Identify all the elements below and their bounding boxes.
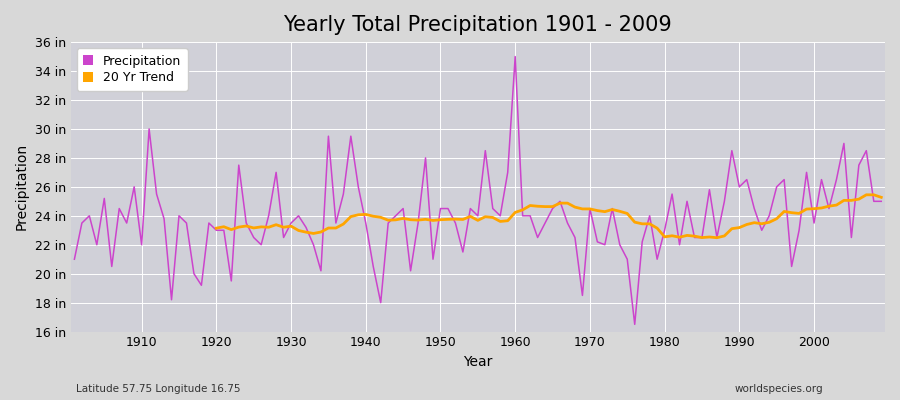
Precipitation	[338, 192, 349, 196]
Precipitation	[502, 170, 513, 175]
Precipitation	[607, 206, 617, 211]
Text: Latitude 57.75 Longitude 16.75: Latitude 57.75 Longitude 16.75	[76, 384, 241, 394]
20 Yr Trend	[876, 195, 886, 200]
Precipitation	[518, 213, 528, 218]
Text: worldspecies.org: worldspecies.org	[735, 384, 824, 394]
Precipitation	[509, 54, 520, 59]
20 Yr Trend	[853, 197, 864, 202]
20 Yr Trend	[413, 218, 424, 222]
Precipitation	[876, 199, 886, 204]
20 Yr Trend	[712, 235, 723, 240]
Precipitation	[69, 257, 80, 262]
X-axis label: Year: Year	[464, 355, 492, 369]
20 Yr Trend	[301, 230, 311, 234]
20 Yr Trend	[674, 235, 685, 240]
20 Yr Trend	[771, 216, 782, 221]
Title: Yearly Total Precipitation 1901 - 2009: Yearly Total Precipitation 1901 - 2009	[284, 15, 672, 35]
Precipitation	[129, 184, 140, 189]
Line: Precipitation: Precipitation	[75, 56, 881, 324]
Legend: Precipitation, 20 Yr Trend: Precipitation, 20 Yr Trend	[76, 48, 188, 91]
Y-axis label: Precipitation: Precipitation	[15, 143, 29, 230]
20 Yr Trend	[787, 210, 797, 215]
Precipitation	[293, 213, 304, 218]
20 Yr Trend	[861, 192, 872, 197]
Line: 20 Yr Trend: 20 Yr Trend	[216, 195, 881, 238]
Precipitation	[629, 322, 640, 327]
20 Yr Trend	[211, 226, 221, 230]
